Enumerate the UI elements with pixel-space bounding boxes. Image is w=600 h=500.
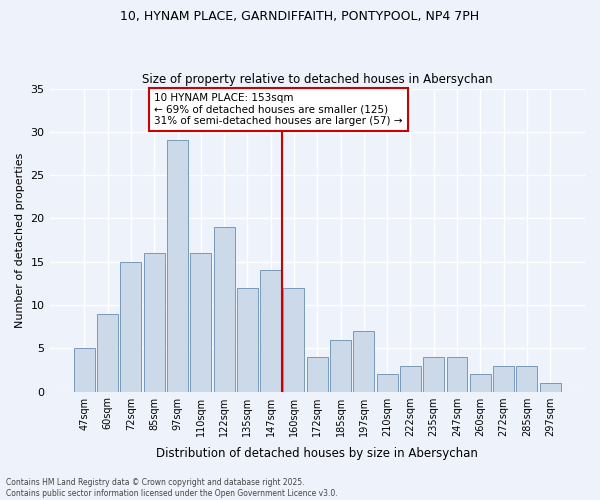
Text: 10, HYNAM PLACE, GARNDIFFAITH, PONTYPOOL, NP4 7PH: 10, HYNAM PLACE, GARNDIFFAITH, PONTYPOOL…	[121, 10, 479, 23]
Bar	[330, 340, 351, 392]
Bar	[144, 253, 165, 392]
Bar	[353, 331, 374, 392]
Bar	[260, 270, 281, 392]
Y-axis label: Number of detached properties: Number of detached properties	[15, 152, 25, 328]
Bar	[470, 374, 491, 392]
Bar	[539, 383, 560, 392]
Bar	[214, 227, 235, 392]
Bar	[423, 357, 444, 392]
Text: Contains HM Land Registry data © Crown copyright and database right 2025.
Contai: Contains HM Land Registry data © Crown c…	[6, 478, 338, 498]
Bar	[237, 288, 258, 392]
Bar	[493, 366, 514, 392]
X-axis label: Distribution of detached houses by size in Abersychan: Distribution of detached houses by size …	[157, 447, 478, 460]
Bar	[190, 253, 211, 392]
Bar	[167, 140, 188, 392]
Bar	[121, 262, 142, 392]
Bar	[97, 314, 118, 392]
Bar	[400, 366, 421, 392]
Bar	[446, 357, 467, 392]
Bar	[307, 357, 328, 392]
Bar	[74, 348, 95, 392]
Bar	[517, 366, 538, 392]
Bar	[283, 288, 304, 392]
Bar	[377, 374, 398, 392]
Title: Size of property relative to detached houses in Abersychan: Size of property relative to detached ho…	[142, 73, 493, 86]
Text: 10 HYNAM PLACE: 153sqm
← 69% of detached houses are smaller (125)
31% of semi-de: 10 HYNAM PLACE: 153sqm ← 69% of detached…	[154, 93, 403, 126]
